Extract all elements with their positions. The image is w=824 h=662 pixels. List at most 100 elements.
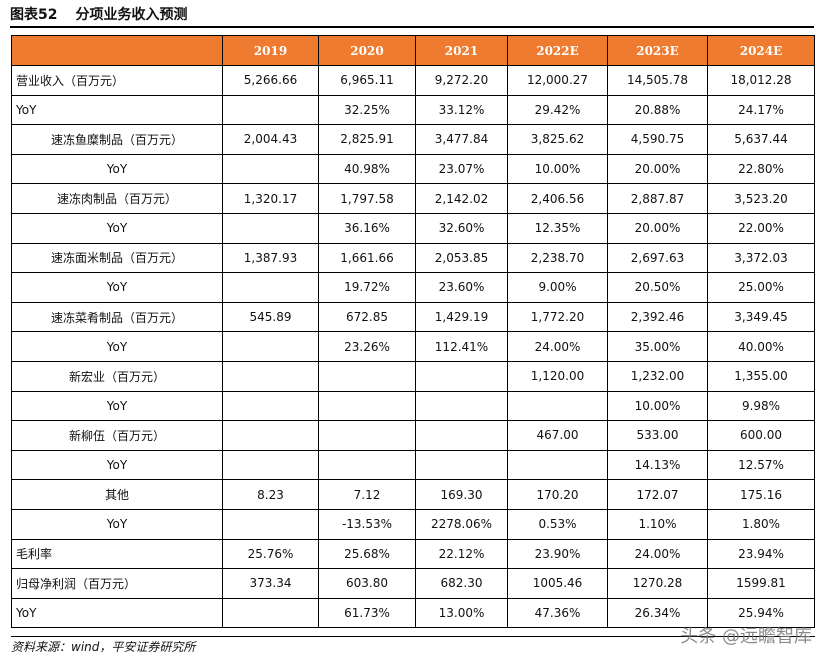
table-row: 新柳伍（百万元） 467.00 533.00 600.00 [11, 420, 815, 451]
table-cell: 1599.81 [707, 568, 815, 599]
table-row: 毛利率 25.76% 25.68% 22.12% 23.90% 24.00% 23.94% [11, 538, 815, 570]
table-cell: 20.00% [607, 153, 708, 185]
table-cell: 24.00% [607, 538, 708, 570]
table-cell: 29.42% [507, 94, 608, 126]
table-cell: 2,004.43 [222, 124, 319, 155]
table-row: YoY 61.73% 13.00% 47.36% 26.34% 25.94% [11, 597, 815, 629]
table-cell: 5,637.44 [707, 124, 815, 155]
row-label: YoY [11, 272, 223, 303]
table-cell: 533.00 [607, 420, 708, 451]
table-cell [222, 272, 319, 303]
table-cell [222, 449, 319, 481]
table-cell: 40.98% [318, 153, 416, 185]
table-cell: 1,387.93 [222, 242, 319, 274]
table-cell: 169.30 [415, 479, 508, 510]
table-cell: 22.12% [415, 538, 508, 570]
table-cell: 8.23 [222, 479, 319, 510]
table-cell: 3,477.84 [415, 124, 508, 155]
table-cell: 12.35% [507, 212, 608, 244]
table-cell: 14,505.78 [607, 65, 708, 96]
row-label: 营业收入（百万元） [11, 65, 223, 96]
table-cell: 1,355.00 [707, 360, 815, 392]
row-label: 速冻面米制品（百万元） [11, 242, 223, 274]
table-cell: 5,266.66 [222, 65, 319, 96]
row-label: YoY [11, 331, 223, 362]
header-cell-label [11, 35, 223, 66]
table-cell: 172.07 [607, 479, 708, 510]
row-label: YoY [11, 153, 223, 185]
table-cell [415, 420, 508, 451]
table-cell [222, 508, 319, 540]
row-label: YoY [11, 508, 223, 540]
table-cell [318, 390, 416, 422]
table-cell: 545.89 [222, 301, 319, 333]
table-cell: 1270.28 [607, 568, 708, 599]
table-cell: 467.00 [507, 420, 608, 451]
table-row: 速冻肉制品（百万元） 1,320.17 1,797.58 2,142.02 2,406.… [11, 183, 815, 214]
table-cell: 2,392.46 [607, 301, 708, 333]
table-row: 速冻鱼糜制品（百万元） 2,004.43 2,825.91 3,477.84 3,825… [11, 124, 815, 155]
table-cell: 9.98% [707, 390, 815, 422]
table-cell: 1,797.58 [318, 183, 416, 214]
header-cell-2020: 2020 [318, 35, 416, 66]
table-cell: 33.12% [415, 94, 508, 126]
table-cell: 2,053.85 [415, 242, 508, 274]
table-cell: 10.00% [607, 390, 708, 422]
table-row: 速冻菜肴制品（百万元） 545.89 672.85 1,429.19 1,772.20 2… [11, 301, 815, 333]
table-cell [415, 360, 508, 392]
table-cell: 9,272.20 [415, 65, 508, 96]
row-label: YoY [11, 212, 223, 244]
table-cell: 61.73% [318, 597, 416, 629]
table-cell: 25.68% [318, 538, 416, 570]
table-cell [222, 153, 319, 185]
table-cell: 25.00% [707, 272, 815, 303]
table-cell: 20.88% [607, 94, 708, 126]
table-cell [222, 597, 319, 629]
table-cell [222, 331, 319, 362]
table-cell: 170.20 [507, 479, 608, 510]
table-cell: 40.00% [707, 331, 815, 362]
table-cell: 12.57% [707, 449, 815, 481]
row-label: 速冻鱼糜制品（百万元） [11, 124, 223, 155]
table-cell: 682.30 [415, 568, 508, 599]
header-cell-2022e: 2022E [507, 35, 608, 66]
table-cell: 2,142.02 [415, 183, 508, 214]
table-cell [415, 449, 508, 481]
header-cell-2024e: 2024E [707, 35, 815, 66]
table-row: 其他 8.23 7.12 169.30 170.20 172.07 175.16 [11, 479, 815, 510]
row-label: 毛利率 [11, 538, 223, 570]
table-cell: 600.00 [707, 420, 815, 451]
table-cell: 12,000.27 [507, 65, 608, 96]
table-cell: 13.00% [415, 597, 508, 629]
row-label: 其他 [11, 479, 223, 510]
table-cell: 10.00% [507, 153, 608, 185]
table-cell: 25.94% [707, 597, 815, 629]
table-cell: -13.53% [318, 508, 416, 540]
table-cell: 23.26% [318, 331, 416, 362]
table-row: YoY 40.98% 23.07% 10.00% 20.00% 22.80% [11, 153, 815, 185]
table-cell: 1.80% [707, 508, 815, 540]
table-cell [318, 360, 416, 392]
source-note: 资料来源：wind，平安证券研究所 [11, 636, 815, 657]
table-cell [222, 420, 319, 451]
header-row: 2019 2020 2021 2022E 2023E 2024E [11, 35, 815, 66]
table-cell: 1,120.00 [507, 360, 608, 392]
table-cell [415, 390, 508, 422]
table-cell [222, 360, 319, 392]
row-label: 速冻菜肴制品（百万元） [11, 301, 223, 333]
table-cell: 373.34 [222, 568, 319, 599]
table-row: 归母净利润（百万元） 373.34 603.80 682.30 1005.46 1270.… [11, 568, 815, 599]
table-row: YoY 32.25% 33.12% 29.42% 20.88% 24.17% [11, 94, 815, 126]
row-label: YoY [11, 449, 223, 481]
revenue-forecast-table: 2019 2020 2021 2022E 2023E 2024E 营业收入（百万… [11, 35, 815, 629]
table-cell [222, 212, 319, 244]
table-cell: 0.53% [507, 508, 608, 540]
table-cell: 2,697.63 [607, 242, 708, 274]
table-cell: 1,232.00 [607, 360, 708, 392]
row-label: 归母净利润（百万元） [11, 568, 223, 599]
table-cell: 2,825.91 [318, 124, 416, 155]
table-cell: 23.94% [707, 538, 815, 570]
table-cell: 3,825.62 [507, 124, 608, 155]
table-row: YoY 23.26% 112.41% 24.00% 35.00% 40.00% [11, 331, 815, 362]
table-cell [222, 94, 319, 126]
